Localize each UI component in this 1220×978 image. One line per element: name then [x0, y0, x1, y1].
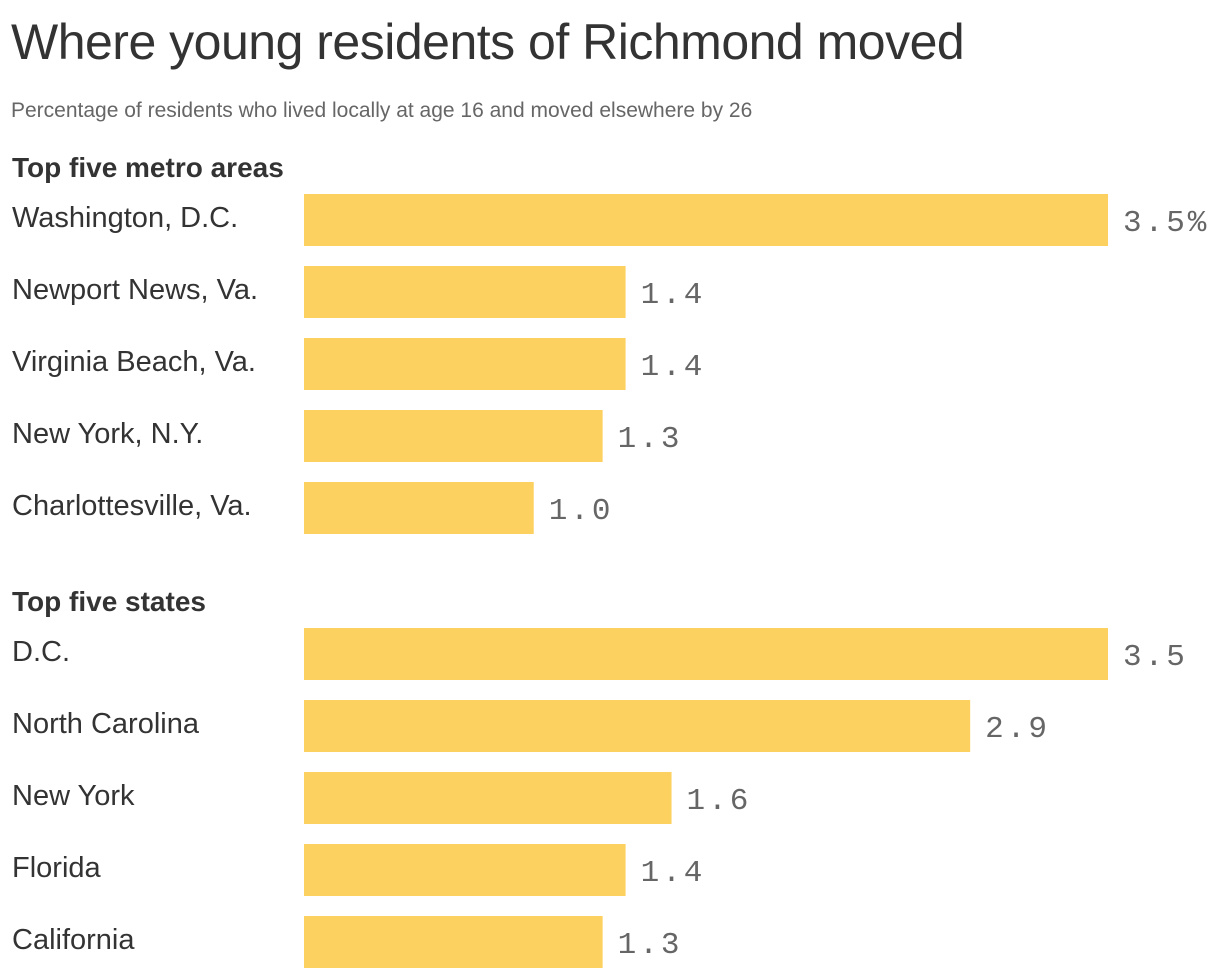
value-label: 1.0: [549, 494, 614, 529]
value-label: 1.4: [641, 278, 706, 313]
bar: [304, 628, 1108, 680]
value-label: 2.9: [985, 712, 1050, 747]
category-label: Newport News, Va.: [12, 274, 258, 306]
bar: [304, 916, 603, 968]
bar: [304, 410, 603, 462]
category-label: North Carolina: [12, 708, 200, 740]
chart-title: Where young residents of Richmond moved: [11, 14, 965, 70]
category-label: Virginia Beach, Va.: [12, 346, 256, 378]
value-label: 1.4: [641, 856, 706, 891]
category-label: California: [12, 924, 135, 956]
value-label: 1.4: [641, 350, 706, 385]
bar: [304, 266, 626, 318]
value-label: 3.5: [1123, 640, 1188, 675]
category-label: D.C.: [12, 636, 70, 668]
category-label: Charlottesville, Va.: [12, 490, 252, 522]
value-label: 3.5%: [1123, 206, 1209, 241]
bar: [304, 700, 971, 752]
chart-subtitle: Percentage of residents who lived locall…: [11, 99, 753, 122]
value-label: 1.6: [687, 784, 752, 819]
bar: [304, 338, 626, 390]
value-label: 1.3: [618, 422, 683, 457]
value-label: 1.3: [618, 928, 683, 963]
category-label: New York: [12, 780, 135, 812]
bar: [304, 482, 534, 534]
section-title: Top five metro areas: [12, 152, 284, 183]
category-label: New York, N.Y.: [12, 418, 203, 450]
bar: [304, 844, 626, 896]
section-title: Top five states: [12, 586, 206, 617]
chart-section-1: Top five metro areas Washington, D.C. 3.5%…: [12, 152, 1209, 534]
category-label: Florida: [12, 852, 102, 884]
chart-section-2: Top five states D.C. 3.5 North Carolina 2.9 N…: [12, 586, 1188, 968]
bar: [304, 194, 1108, 246]
category-label: Washington, D.C.: [12, 202, 238, 234]
bar: [304, 772, 672, 824]
